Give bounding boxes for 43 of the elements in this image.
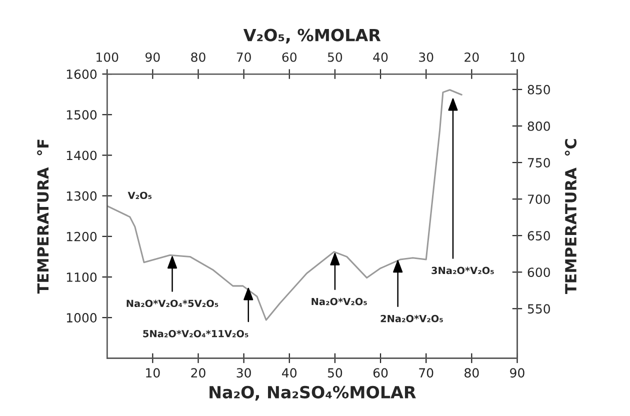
- x2-tick-label: 10: [510, 52, 524, 62]
- y2-tick-label: 750: [528, 158, 550, 168]
- x2-tick-label: 20: [464, 52, 479, 62]
- annotation: 5Na₂O*V₂O₄*11V₂O₅: [143, 330, 248, 338]
- x-axis-title: Na₂O, Na₂SO₄%MOLAR: [210, 386, 416, 401]
- x-tick-label: 90: [510, 368, 524, 378]
- x-tick-label: 50: [328, 368, 342, 378]
- x-tick-label: 60: [373, 368, 388, 378]
- annotation: Na₂O*V₂O₄*5V₂O₅: [126, 300, 218, 308]
- x-tick-label: 30: [236, 368, 251, 378]
- y2-tick-label: 550: [528, 304, 550, 314]
- y2-tick-label: 800: [528, 121, 550, 131]
- x-tick-label: 80: [464, 368, 479, 378]
- y-tick-label: 1200: [66, 232, 97, 242]
- y2-axis-title: TEMPERATURA °C: [564, 139, 577, 294]
- x-tick-label: 10: [146, 368, 160, 378]
- annotation: 3Na₂O*V₂O₅: [432, 266, 494, 274]
- y-tick-label: 1100: [66, 272, 97, 282]
- x-tick-label: 70: [419, 368, 434, 378]
- y2-tick-label: 700: [528, 194, 550, 204]
- x-tick-label: 40: [282, 368, 297, 378]
- x2-tick-label: 30: [419, 52, 434, 62]
- annotation: 2Na₂O*V₂O₅: [380, 314, 443, 322]
- y-axis-title: TEMPERATURA °F: [37, 140, 49, 294]
- y-tick-label: 1500: [66, 110, 97, 120]
- annotation: Na₂O*V₂O₅: [312, 298, 367, 306]
- y-tick-label: 1000: [66, 313, 97, 323]
- x2-tick-label: 40: [373, 52, 388, 62]
- x2-tick-label: 60: [282, 52, 297, 62]
- x2-tick-label: 80: [191, 52, 206, 62]
- y2-tick-label: 650: [528, 231, 550, 241]
- x-tick-label: 20: [191, 368, 206, 378]
- y2-tick-label: 850: [528, 84, 550, 94]
- x2-tick-label: 90: [146, 52, 160, 62]
- x2-tick-label: 100: [96, 52, 118, 62]
- x2-tick-label: 50: [328, 52, 342, 62]
- y-tick-label: 1400: [66, 150, 97, 160]
- x2-tick-label: 70: [236, 52, 251, 62]
- x2-axis-title: V₂O₅, %MOLAR: [243, 28, 381, 44]
- y-tick-label: 1600: [66, 70, 97, 79]
- y2-tick-label: 600: [528, 268, 550, 278]
- y-tick-label: 1300: [66, 191, 97, 201]
- annotation: V₂O₅: [128, 192, 152, 200]
